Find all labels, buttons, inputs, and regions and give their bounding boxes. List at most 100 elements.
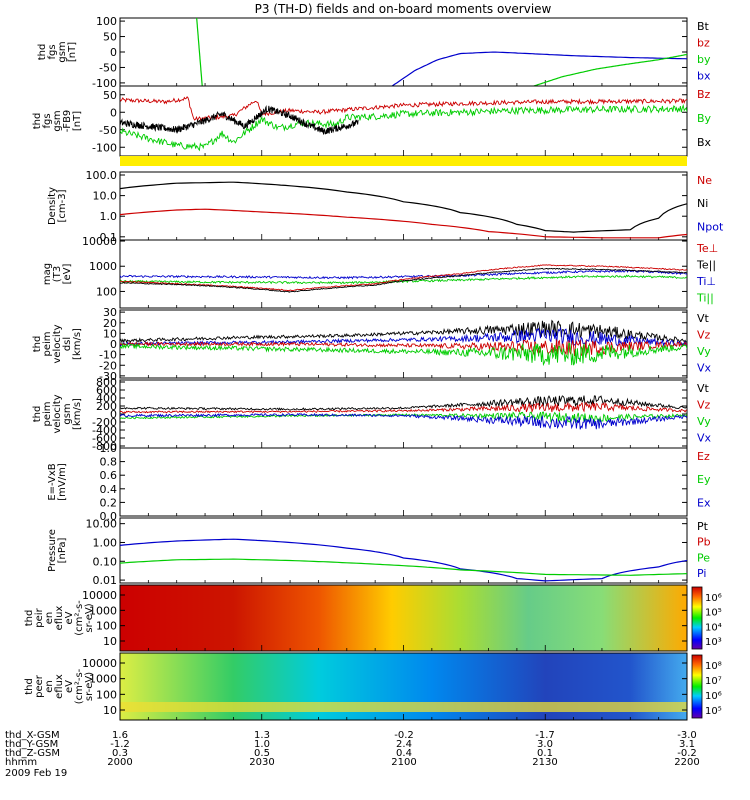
series-line [120,401,687,414]
y-tick-label: 1.0 [100,442,118,455]
y-tick-label: 100 [96,15,117,28]
y-axis-label: Pressure[nPa] [47,529,68,572]
colorbar [691,654,703,719]
y-tick-label: -20 [99,359,117,372]
y-tick-label: 10000 [82,657,117,670]
y-tick-label: 0.01 [93,574,118,587]
y-axis-label: thdpeimvelocitydsl[km/s] [32,324,83,363]
y-tick-label: -400 [92,424,117,437]
y-axis-label: thdfgsgsm[nT] [37,41,78,62]
footer-value: 1.0 [254,739,270,750]
footer-value: 2200 [674,757,699,768]
y-tick-label: 100 [96,688,117,701]
legend-entry: Ex [697,496,711,509]
series-line [120,208,687,239]
series-line [120,319,687,344]
y-axis-label: thdpeirenefluxeV(cm²-s-sr-eV) [24,600,95,636]
footer-value: 0.4 [396,748,412,759]
y-tick-label: 100 [96,620,117,633]
footer-row-label: thd_Y-GSM [5,739,58,750]
legend-entry: Te⊥ [696,242,718,255]
y-tick-label: 10.00 [86,518,118,531]
colorbar-tick-label: 10⁴ [705,622,722,633]
panel-8: 10.00 1.00 0.10 0.01 Pressure[nPa] Pt Pb Pe Pi [47,517,711,587]
plot-frame [119,239,688,309]
series-line [120,274,687,285]
legend-entry: Vx [697,432,712,445]
legend-entry: By [697,112,712,125]
footer-row-label: thd_Z-GSM [5,748,60,759]
colorbar-tick-label: 10⁵ [705,608,722,619]
footer-value: 1.3 [254,730,270,741]
plot-frame [119,309,688,379]
legend-entry: Bt [697,20,710,33]
colorbar-tick-label: 10⁷ [705,676,722,687]
series-line [120,264,687,292]
colorbar-tick-label: 10⁶ [705,691,722,702]
series-line [120,181,687,233]
series-line [120,105,359,135]
y-tick-label: 0 [110,408,117,421]
plot-frame [119,379,688,449]
y-tick-label: 1.0 [100,210,118,223]
series-line [120,538,687,582]
chart-title: P3 (TH-D) fields and on-board moments ov… [255,2,552,16]
y-tick-label: -600 [92,432,117,445]
legend-entry: Vz [697,399,711,412]
y-tick-label: -10 [99,349,117,362]
footer-value: 0.3 [112,748,128,759]
y-tick-label: 10 [103,327,117,340]
footer-value: -0.2 [394,730,414,741]
panel-4: 10000 1000 100 mag(T3[eV] Te⊥ Te|| Ti⊥ Ti|| [42,235,718,309]
panel-10: 10⁸ 10⁷ 10⁶ 10⁵ 10000 1000 100 10 thdpeereneflux… [24,652,722,721]
y-tick-label: 0.2 [100,496,118,509]
legend-entry: Ni [697,197,708,210]
plot-frame [119,517,688,584]
series-line [120,339,687,357]
y-axis-label: thdpeimvelocitygsm[km/s] [32,394,83,433]
y-axis-label: thdpeerenefluxeV(cm²-s-sr-eV) [24,668,95,704]
footer-value: 3.1 [679,739,695,750]
y-tick-label: 0.1 [100,231,118,244]
legend-entry: Ti|| [696,292,714,305]
y-tick-label: 10 [103,704,117,717]
spectrogram-low-energy-band [120,702,687,712]
y-tick-label: -100 [92,141,117,154]
legend-entry: bx [697,70,711,83]
legend-entry: bz [697,37,710,50]
y-axis-label: Density[cm-3] [47,187,68,225]
legend-entry: Ti⊥ [696,275,716,288]
y-tick-label: -50 [99,124,117,137]
y-tick-label: 1.00 [93,536,118,549]
footer-value: -1.2 [110,739,130,750]
colorbar-tick-label: 10⁸ [705,661,722,672]
panel-1: 100 50 0 -50 -100 thdfgsgsm[nT] Bt bz by bx [37,15,711,90]
legend-entry: Te|| [696,259,716,272]
legend-entry: Vt [697,312,710,325]
y-tick-label: 10.0 [93,190,118,203]
footer-date: 2009 Feb 19 [5,768,67,779]
series-line [120,267,687,293]
y-tick-label: 1000 [89,260,117,273]
y-tick-label: 10000 [82,235,117,248]
y-tick-label: 100.0 [86,169,118,182]
y-tick-label: 50 [103,89,117,102]
flag-bar [120,159,687,166]
series-line [120,269,687,280]
y-tick-label: 100 [96,285,117,298]
y-tick-label: 1000 [89,673,117,686]
legend-entry: by [697,53,711,66]
footer-value: 2030 [249,757,274,768]
legend-entry: Vz [697,329,711,342]
footer-value: -1.7 [535,730,555,741]
y-tick-label: 800 [96,376,117,389]
series-line [196,18,203,86]
y-tick-label: 0.10 [93,555,118,568]
y-tick-label: 600 [96,384,117,397]
footer-row-label: hhmm [5,757,37,768]
legend-entry: Pb [697,536,711,549]
series-line [120,342,687,367]
legend-entry: Vx [697,362,712,375]
